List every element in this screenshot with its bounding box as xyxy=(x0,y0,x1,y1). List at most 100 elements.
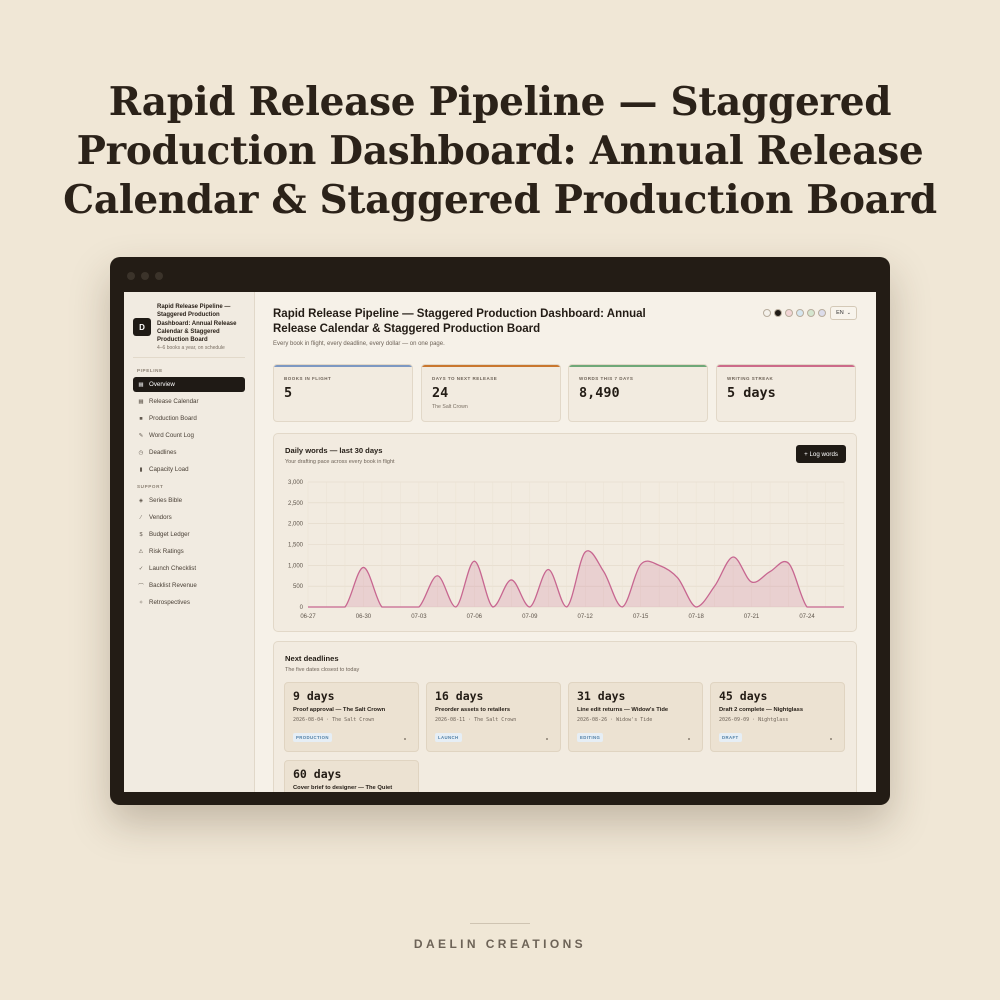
data-point xyxy=(529,606,530,607)
data-point xyxy=(344,606,345,607)
page-subtitle: Every book in flight, every deadline, ev… xyxy=(273,341,445,347)
sidebar-item-label: Overview xyxy=(149,381,175,389)
data-point xyxy=(381,606,382,607)
stat-label: WRITING STREAK xyxy=(727,376,774,381)
window-zoom-dot[interactable] xyxy=(155,272,163,280)
stat-label: DAYS TO NEXT RELEASE xyxy=(432,376,498,381)
theme-swatch[interactable] xyxy=(774,309,782,317)
sidebar-item-release-calendar[interactable]: ▦ Release Calendar xyxy=(133,394,245,409)
sidebar-item-vendors[interactable]: ⁄ Vendors xyxy=(133,510,245,525)
sidebar-item-deadlines[interactable]: ◷ Deadlines xyxy=(133,445,245,460)
theme-swatch[interactable] xyxy=(807,309,815,317)
deadline-tag: PRODUCTION xyxy=(293,733,332,742)
pen-icon: ✎ xyxy=(138,432,144,439)
deadline-tag: EDITING xyxy=(577,733,604,742)
log-words-button[interactable]: + Log words xyxy=(796,445,846,463)
sidebar-item-risk-ratings[interactable]: ⚠ Risk Ratings xyxy=(133,544,245,559)
data-point xyxy=(640,564,641,565)
daily-words-panel: Daily words — last 30 days Your drafting… xyxy=(273,433,857,632)
window-close-dot[interactable] xyxy=(127,272,135,280)
data-point xyxy=(825,606,826,607)
sidebar-item-label: Budget Ledger xyxy=(149,531,190,539)
data-point xyxy=(326,606,327,607)
clock-icon: ◷ xyxy=(138,449,144,456)
brand-title: Rapid Release Pipeline — Staggered Produ… xyxy=(157,304,237,344)
theme-swatch[interactable] xyxy=(763,309,771,317)
deadline-meta: 2026-08-04 · The Salt Crown xyxy=(293,717,375,723)
data-point xyxy=(511,579,512,580)
deadline-name: Preorder assets to retailers xyxy=(435,707,511,713)
deadline-card[interactable]: 31 days Line edit returns — Widow's Tide… xyxy=(568,682,703,752)
data-point xyxy=(843,606,844,607)
sidebar-item-overview[interactable]: ▦ Overview xyxy=(133,377,245,393)
deadline-date: 2026-08-04 xyxy=(293,717,324,723)
sidebar-item-budget-ledger[interactable]: $ Budget Ledger xyxy=(133,527,245,542)
data-point xyxy=(363,567,364,568)
data-point xyxy=(400,606,401,607)
theme-swatch[interactable] xyxy=(796,309,804,317)
deadline-card[interactable]: 9 days Proof approval — The Salt Crown 2… xyxy=(284,682,419,752)
stat-accent-bar xyxy=(717,365,855,367)
language-select[interactable]: EN ⌄ xyxy=(830,306,857,320)
x-tick-label: 07-15 xyxy=(633,614,649,620)
brand-subtitle: 4–6 books a year, on schedule xyxy=(157,345,225,352)
sidebar-item-label: Production Board xyxy=(149,415,197,423)
deadline-meta: 2026-09-09 · Nightglass xyxy=(719,717,789,723)
data-point xyxy=(603,571,604,572)
deadline-name: Draft 2 complete — Nightglass xyxy=(719,707,804,713)
chart-subtitle: Your drafting pace across every book in … xyxy=(285,459,395,465)
y-tick-label: 3,000 xyxy=(288,480,304,486)
deadline-days: 60 days xyxy=(293,767,342,781)
theme-swatch[interactable] xyxy=(818,309,826,317)
chart-title: Daily words — last 30 days xyxy=(285,446,383,455)
data-point xyxy=(455,606,456,607)
data-point xyxy=(659,565,660,566)
sidebar-item-backlist-revenue[interactable]: ⌒ Backlist Revenue xyxy=(133,578,245,593)
deadline-card[interactable]: 45 days Draft 2 complete — Nightglass 20… xyxy=(710,682,845,752)
deadline-name: Cover brief to designer — The Quiet xyxy=(293,785,393,791)
deadline-book: Nightglass xyxy=(758,717,789,723)
data-point xyxy=(548,569,549,570)
x-tick-label: 07-18 xyxy=(688,614,704,620)
data-point xyxy=(751,581,752,582)
deadline-days: 45 days xyxy=(719,689,768,703)
deadline-card[interactable]: 60 days Cover brief to designer — The Qu… xyxy=(284,760,419,792)
stat-label: WORDS THIS 7 DAYS xyxy=(579,376,634,381)
deadline-card[interactable]: 16 days Preorder assets to retailers 202… xyxy=(426,682,561,752)
sidebar-item-label: Release Calendar xyxy=(149,398,199,406)
check-icon: ✓ xyxy=(138,565,144,572)
deadlines-title: Next deadlines xyxy=(285,654,339,663)
stat-card-books-in-flight: BOOKS IN FLIGHT 5 xyxy=(273,364,413,422)
page-title: Rapid Release Pipeline — Staggered Produ… xyxy=(273,308,646,335)
brand-logo: D xyxy=(133,318,151,336)
window-minimize-dot[interactable] xyxy=(141,272,149,280)
bar-icon: ▮ xyxy=(139,466,143,473)
data-point xyxy=(307,606,308,607)
sidebar-item-capacity-load[interactable]: ▮ Capacity Load xyxy=(133,462,245,477)
status-dot-icon xyxy=(404,738,406,740)
sidebar-item-retrospectives[interactable]: ✧ Retrospectives xyxy=(133,595,245,610)
theme-swatch[interactable] xyxy=(785,309,793,317)
x-tick-label: 07-24 xyxy=(799,614,815,620)
series-area xyxy=(308,550,844,607)
deadline-tag: LAUNCH xyxy=(435,733,462,742)
tag-icon: ⁄ xyxy=(140,514,142,521)
hero-title: Rapid Release Pipeline — Staggered Produ… xyxy=(63,79,937,223)
sidebar-item-word-count-log[interactable]: ✎ Word Count Log xyxy=(133,428,245,443)
data-point xyxy=(714,586,715,587)
sidebar-divider xyxy=(133,357,245,359)
sidebar-item-series-bible[interactable]: ◈ Series Bible xyxy=(133,493,245,508)
data-point xyxy=(585,551,586,552)
sidebar-item-production-board[interactable]: ■ Production Board xyxy=(133,411,245,426)
deadline-name: Proof approval — The Salt Crown xyxy=(293,707,386,713)
data-point xyxy=(474,561,475,562)
footer-divider xyxy=(470,923,530,924)
stat-card-writing-streak: WRITING STREAK 5 days xyxy=(716,364,856,422)
x-tick-label: 07-09 xyxy=(522,614,538,620)
data-point xyxy=(418,606,419,607)
language-value: EN xyxy=(836,310,844,316)
daily-words-chart: 0 500 1,000 1,500 2,000 2,500 3,000 06-27 06-30 0… xyxy=(288,480,845,620)
data-point xyxy=(437,575,438,576)
sidebar-item-launch-checklist[interactable]: ✓ Launch Checklist xyxy=(133,561,245,576)
data-point xyxy=(806,606,807,607)
